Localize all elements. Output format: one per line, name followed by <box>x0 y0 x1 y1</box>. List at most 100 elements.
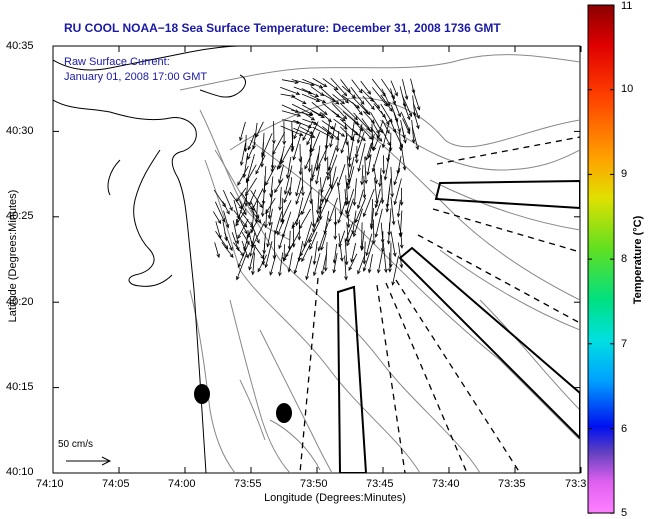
current-vector <box>363 175 365 198</box>
current-vector-head <box>376 269 381 274</box>
current-vector-head <box>370 105 375 111</box>
current-vector-head <box>350 135 354 141</box>
current-vector <box>355 132 365 158</box>
current-vector-head <box>296 113 302 117</box>
current-vector <box>413 111 420 129</box>
current-vector <box>324 131 328 161</box>
current-vector-head <box>415 145 419 151</box>
current-vector-head <box>243 223 248 228</box>
current-vector-head <box>392 252 397 258</box>
current-vector-head <box>354 159 359 164</box>
current-vector-head <box>365 251 369 257</box>
current-vector <box>386 188 390 212</box>
current-vector <box>393 111 401 133</box>
current-vector <box>265 209 268 228</box>
current-vector <box>248 244 256 270</box>
current-vector <box>277 153 283 170</box>
current-vector <box>402 118 411 134</box>
current-vector <box>353 208 363 237</box>
current-vector <box>339 102 358 121</box>
x-tick-label: 73:3 <box>565 478 587 490</box>
current-vector-head <box>248 266 252 271</box>
current-vector-head <box>237 263 242 268</box>
current-vector-head <box>284 190 288 195</box>
current-vector-head <box>292 156 297 161</box>
current-vector <box>375 208 383 238</box>
current-vector-head <box>237 181 241 186</box>
current-vector <box>224 232 233 251</box>
current-vector-head <box>229 206 233 212</box>
current-vector <box>357 123 363 144</box>
y-tick-label: 40:10 <box>6 466 34 478</box>
current-vector-head <box>385 203 390 209</box>
current-vector <box>381 119 390 134</box>
current-vector <box>320 111 332 122</box>
current-vector-head <box>329 143 333 148</box>
current-vector-head <box>335 147 340 153</box>
current-vector-head <box>267 214 272 220</box>
current-vector-head <box>346 242 350 247</box>
current-vector <box>347 166 355 190</box>
colorbar-tick-label: 7 <box>621 338 628 350</box>
current-vector <box>240 220 248 234</box>
current-vector <box>373 164 377 184</box>
current-vector <box>372 133 381 151</box>
current-vector <box>295 186 303 205</box>
current-vector-head <box>248 201 252 207</box>
current-vector <box>361 118 373 133</box>
current-vector <box>281 79 299 84</box>
current-vector <box>365 142 372 161</box>
current-vector-head <box>372 146 377 152</box>
current-vector <box>381 88 391 106</box>
current-vector <box>351 79 363 94</box>
current-vector-head <box>240 252 245 257</box>
current-vector-head <box>216 253 220 259</box>
current-vector <box>261 133 273 158</box>
current-vector <box>350 86 365 105</box>
current-vector-head <box>326 176 331 181</box>
current-vector-head <box>376 104 381 109</box>
current-vector-head <box>257 219 262 224</box>
current-vector <box>245 177 249 207</box>
current-vector-head <box>335 100 340 105</box>
current-vector <box>291 79 314 86</box>
current-vector <box>268 189 274 219</box>
y-tick-label: 40:30 <box>6 125 34 137</box>
current-vector <box>363 242 374 272</box>
current-vector <box>412 127 419 150</box>
current-vector-head <box>272 140 276 145</box>
current-vector <box>291 103 313 115</box>
current-vector-head <box>320 198 324 203</box>
current-vector-head <box>288 191 292 197</box>
x-tick-label: 74:00 <box>168 478 196 490</box>
current-vector <box>239 200 247 215</box>
current-vector-head <box>325 198 329 204</box>
current-vector-head <box>302 136 306 142</box>
current-vector <box>274 211 283 234</box>
current-vector <box>249 231 256 257</box>
current-vector-head <box>257 268 262 273</box>
current-vector <box>379 167 382 187</box>
current-vector <box>271 153 274 172</box>
current-vector-head <box>235 246 240 252</box>
current-vector <box>261 142 264 167</box>
current-vector-head <box>362 194 367 199</box>
current-vector-head <box>295 221 299 227</box>
current-vector-head <box>239 136 243 142</box>
current-vector <box>237 218 249 239</box>
current-vector <box>295 177 302 196</box>
current-vector <box>371 207 375 230</box>
current-vector <box>215 230 229 249</box>
current-vector-head <box>290 145 295 151</box>
current-vector-head <box>226 210 230 215</box>
current-vector-head <box>350 258 354 263</box>
current-vector <box>318 222 329 251</box>
current-vector <box>400 111 411 132</box>
current-vector-head <box>264 223 268 229</box>
current-vector-head <box>327 118 332 123</box>
current-vector-head <box>323 267 328 272</box>
scale-arrow <box>66 456 112 466</box>
current-vector-head <box>238 205 243 210</box>
current-vector-head <box>301 257 305 263</box>
current-vector <box>241 240 249 259</box>
